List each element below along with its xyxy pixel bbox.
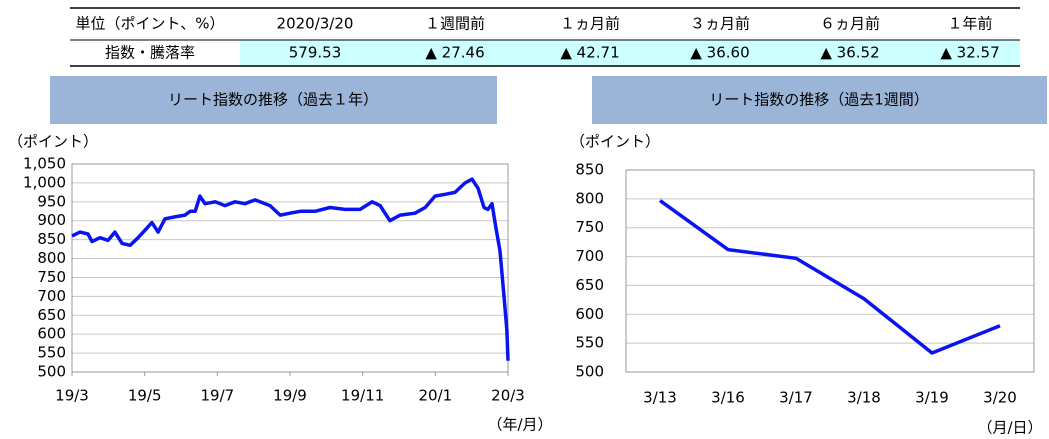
y-axis-label: （ポイント） xyxy=(8,133,98,151)
x-axis-label: （月/日） xyxy=(977,419,1042,437)
y-tick-label: 800 xyxy=(37,249,66,267)
y-tick-label: 800 xyxy=(575,189,604,207)
x-tick-label: 3/18 xyxy=(847,389,881,407)
value-row-bg xyxy=(240,40,1020,66)
y-tick-label: 550 xyxy=(575,334,604,352)
table-header-cell: １週間前 xyxy=(425,15,485,33)
x-tick-label: 19/5 xyxy=(128,387,162,405)
table-header-cell: １年前 xyxy=(947,15,992,33)
y-tick-label: 750 xyxy=(37,268,66,286)
table-header-cell: 単位（ポイント、%） xyxy=(76,15,225,33)
x-tick-label: 19/9 xyxy=(273,387,307,405)
x-tick-label: 3/17 xyxy=(779,389,813,407)
table-header-cell: １ヵ月前 xyxy=(560,15,620,33)
x-tick-label: 20/3 xyxy=(491,387,525,405)
table-cell: ▲ 27.46 xyxy=(425,44,484,62)
y-tick-label: 1,050 xyxy=(23,155,66,173)
table-cell: 指数・騰落率 xyxy=(105,44,195,62)
x-tick-label: 19/11 xyxy=(341,387,384,405)
table-cell: ▲ 36.52 xyxy=(820,44,879,62)
x-tick-label: 3/20 xyxy=(983,389,1017,407)
y-tick-label: 1,000 xyxy=(23,173,66,191)
table-cell: ▲ 36.60 xyxy=(690,44,749,62)
x-tick-label: 19/3 xyxy=(55,387,89,405)
x-tick-label: 3/13 xyxy=(643,389,677,407)
x-tick-label: 3/19 xyxy=(915,389,949,407)
x-tick-label: 19/7 xyxy=(200,387,234,405)
y-axis-label: （ポイント） xyxy=(570,133,660,151)
plot-border xyxy=(625,169,1035,373)
table-cell: ▲ 42.71 xyxy=(560,44,619,62)
x-tick-label: 3/16 xyxy=(711,389,745,407)
y-tick-label: 900 xyxy=(37,211,66,229)
title-box xyxy=(50,76,497,124)
y-tick-label: 650 xyxy=(37,306,66,324)
table-header-cell: ６ヵ月前 xyxy=(820,15,880,33)
chart-title: リート指数の推移（過去1週間） xyxy=(709,91,929,109)
y-tick-label: 550 xyxy=(37,344,66,362)
y-tick-label: 600 xyxy=(37,325,66,343)
title-box xyxy=(592,76,1047,124)
table-header-cell: 2020/3/20 xyxy=(277,15,354,33)
y-tick-label: 700 xyxy=(575,247,604,265)
x-tick-label: 20/1 xyxy=(418,387,452,405)
y-tick-label: 650 xyxy=(575,276,604,294)
y-tick-label: 700 xyxy=(37,287,66,305)
y-tick-label: 600 xyxy=(575,305,604,323)
chart-title: リート指数の推移（過去１年） xyxy=(168,91,378,109)
table-header-cell: ３ヵ月前 xyxy=(690,15,750,33)
table-cell: 579.53 xyxy=(289,44,342,62)
y-tick-label: 850 xyxy=(575,161,604,179)
y-tick-label: 500 xyxy=(575,363,604,381)
table-cell: ▲ 32.57 xyxy=(940,44,999,62)
line-series xyxy=(71,177,510,361)
y-tick-label: 850 xyxy=(37,230,66,248)
y-tick-label: 750 xyxy=(575,218,604,236)
line-series xyxy=(658,199,1001,355)
x-axis-label: （年/月） xyxy=(487,416,552,434)
y-tick-label: 500 xyxy=(37,363,66,381)
y-tick-label: 950 xyxy=(37,192,66,210)
